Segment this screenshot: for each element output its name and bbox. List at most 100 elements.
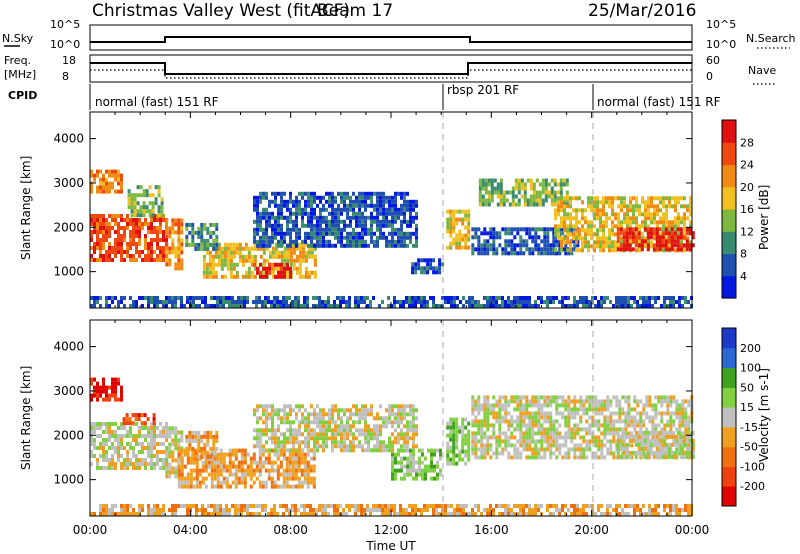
data-cell	[572, 208, 575, 213]
data-cell	[662, 224, 665, 229]
data-cell	[328, 223, 331, 228]
data-cell	[409, 203, 412, 208]
colorbar-swatch	[722, 142, 736, 166]
data-cell	[141, 450, 144, 454]
data-cell	[546, 227, 550, 232]
data-cell	[159, 246, 162, 250]
data-cell	[117, 300, 120, 304]
data-cell	[379, 227, 382, 232]
data-cell	[609, 431, 613, 436]
data-cell	[573, 304, 576, 308]
data-cell	[409, 468, 412, 473]
data-cell	[137, 417, 141, 422]
data-cell	[490, 190, 494, 195]
data-cell	[186, 472, 190, 477]
data-cell	[207, 472, 211, 477]
data-cell	[671, 196, 674, 201]
data-cell	[268, 199, 271, 204]
data-cell	[391, 227, 394, 232]
data-cell	[301, 250, 305, 255]
data-cell	[388, 203, 391, 208]
data-cell	[388, 195, 391, 200]
data-cell	[370, 412, 373, 417]
data-cell	[403, 231, 406, 236]
data-cell	[331, 219, 334, 224]
colorbar-swatch	[722, 253, 736, 277]
data-cell	[259, 432, 262, 437]
data-cell	[474, 447, 478, 452]
data-cell	[235, 270, 239, 275]
data-cell	[597, 304, 600, 308]
data-cell	[575, 196, 578, 201]
data-cell	[370, 448, 373, 453]
data-cell	[569, 240, 572, 245]
data-cell	[355, 404, 358, 409]
data-cell	[291, 304, 294, 308]
data-cell	[635, 224, 638, 229]
data-cell	[660, 395, 664, 400]
data-cell	[117, 377, 120, 382]
data-cell	[593, 216, 596, 221]
data-cell	[579, 395, 583, 400]
data-cell	[629, 220, 632, 225]
data-cell	[259, 215, 262, 220]
data-cell	[582, 407, 586, 412]
data-cell	[280, 239, 283, 244]
data-cell	[325, 191, 328, 196]
data-cell	[602, 208, 605, 213]
data-cell	[240, 452, 244, 457]
data-cell	[99, 442, 102, 446]
data-cell	[277, 428, 280, 433]
data-cell	[412, 243, 415, 248]
data-cell	[370, 199, 373, 204]
data-cell	[572, 216, 575, 221]
data-cell	[415, 227, 418, 232]
data-cell	[234, 484, 238, 489]
data-cell	[243, 476, 247, 481]
data-cell	[373, 424, 376, 429]
data-cell	[306, 296, 309, 300]
data-cell	[90, 173, 93, 178]
data-cell	[603, 443, 607, 448]
data-cell	[130, 209, 134, 214]
data-cell	[455, 233, 459, 238]
data-cell	[120, 214, 123, 218]
data-cell	[541, 182, 545, 187]
data-cell	[313, 223, 316, 228]
data-cell	[370, 428, 373, 433]
data-cell	[525, 443, 529, 448]
data-cell	[609, 419, 613, 424]
data-cell	[343, 432, 346, 437]
data-cell	[394, 452, 397, 457]
data-cell	[593, 204, 596, 209]
data-cell	[636, 304, 639, 308]
data-cell	[156, 458, 159, 462]
data-cell	[652, 247, 656, 252]
data-cell	[105, 454, 108, 458]
data-cell	[525, 395, 529, 400]
data-cell	[136, 193, 140, 198]
data-cell	[322, 440, 325, 445]
data-cell	[520, 194, 524, 199]
data-cell	[243, 468, 247, 473]
data-cell	[495, 296, 498, 300]
data-cell	[560, 224, 563, 229]
data-cell	[219, 484, 223, 489]
data-cell	[288, 476, 292, 481]
data-cell	[525, 247, 529, 252]
data-cell	[415, 203, 418, 208]
data-cell	[679, 247, 683, 252]
data-cell	[271, 416, 274, 421]
data-cell	[200, 238, 204, 243]
data-cell	[99, 254, 102, 258]
data-cell	[529, 186, 533, 191]
data-cell	[295, 428, 298, 433]
data-cell	[688, 227, 692, 232]
data-cell	[516, 395, 520, 400]
data-cell	[525, 227, 529, 232]
data-cell	[397, 211, 400, 216]
data-cell	[306, 452, 310, 457]
data-cell	[325, 440, 328, 445]
data-cell	[185, 238, 189, 243]
data-cell	[590, 224, 593, 229]
